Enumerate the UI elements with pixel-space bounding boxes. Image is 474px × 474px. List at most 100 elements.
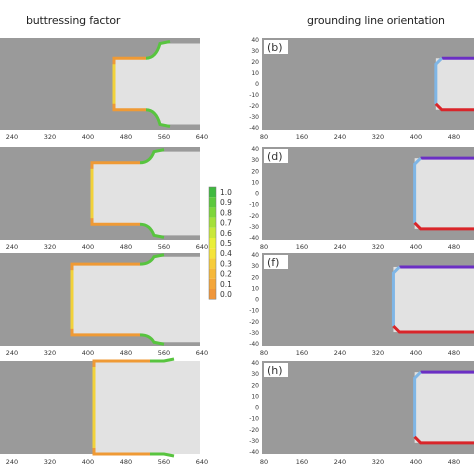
panel-b-ytick: 30: [251, 48, 259, 55]
panel-f-xtick: 320: [372, 349, 384, 357]
colorbar-label: 0.6: [220, 229, 232, 238]
panel-c-xtick: 640: [196, 243, 208, 251]
panel-b-xtick: 320: [372, 133, 384, 141]
panel-d-xtick: 80: [260, 243, 268, 251]
panel-d-ytick: -20: [249, 213, 259, 220]
panel-f-ytick: 0: [255, 297, 259, 304]
panel-c-upper-tip: [139, 148, 165, 165]
panel-h-ytick: 0: [255, 405, 259, 412]
panel-e-lower-tip: [139, 333, 165, 346]
panel-f-ytick: -20: [249, 319, 259, 326]
panel-a-xtick: 320: [44, 133, 56, 141]
panel-b-label-box: [264, 40, 288, 54]
panel-h-label: (h): [267, 364, 283, 377]
panel-f-ytick: 30: [251, 263, 259, 270]
colorbar-segment: [209, 289, 216, 300]
panel-b-ytick: -30: [249, 114, 259, 121]
panel-g-xtick: 240: [6, 458, 18, 466]
colorbar-segment: [209, 207, 216, 218]
panel-h-ytick: -10: [249, 416, 259, 423]
panel-g-xtick: 400: [82, 458, 94, 466]
panel-h-front-edge: [413, 371, 422, 437]
panel-b-ytick: 40: [251, 37, 259, 44]
panel-b-xtick: 240: [334, 133, 346, 141]
colorbar-segment: [209, 227, 216, 238]
panel-d-xtick: 160: [296, 243, 308, 251]
panel-e-upper-tip: [139, 253, 165, 266]
panel-b-bottom-edge: [434, 102, 474, 112]
panel-h-ytick: -30: [249, 438, 259, 445]
panel-d-ytick: -10: [249, 202, 259, 209]
panel-d-label: (d): [267, 150, 283, 163]
colorbar-segment: [209, 217, 216, 228]
panel-a-xtick: 640: [196, 133, 208, 141]
panel-a-upper-tip: [145, 40, 171, 60]
panel-h-xtick: 400: [410, 458, 422, 466]
panel-h-ytick: -40: [249, 449, 259, 456]
panel-h-ytick: 10: [251, 393, 259, 400]
colorbar-segment: [209, 278, 216, 289]
panel-f-label-box: [264, 255, 288, 269]
panel-d-xtick: 320: [372, 243, 384, 251]
panel-b-xtick: 80: [260, 133, 268, 141]
panel-c-xtick: 480: [120, 243, 132, 251]
panel-e-xtick: 640: [196, 349, 208, 357]
panel-a-xtick: 240: [6, 133, 18, 141]
panel-h-label-box: [264, 363, 288, 377]
colorbar-outline: [208, 186, 217, 300]
panel-d-ytick: 40: [251, 146, 259, 153]
colorbar-segment: [209, 197, 216, 208]
panel-f-xtick: 400: [410, 349, 422, 357]
panel-b-ice-shelf: [435, 58, 474, 110]
panel-e-xtick: 240: [6, 349, 18, 357]
panel-h-ytick: 30: [251, 371, 259, 378]
colorbar-segment: [209, 258, 216, 269]
panel-b-ytick: 10: [251, 70, 259, 77]
panel-h-ice-shelf: [414, 372, 474, 443]
panel-f-ice-shelf: [393, 266, 474, 333]
panel-f-label: (f): [267, 256, 279, 269]
panel-h-xtick: 480: [448, 458, 460, 466]
panel-e-xtick: 320: [44, 349, 56, 357]
panel-b-xtick: 480: [448, 133, 460, 141]
panel-f-xtick: 240: [334, 349, 346, 357]
panel-h-ytick: 20: [251, 382, 259, 389]
colorbar-segment: [209, 268, 216, 279]
panel-f-ytick: -40: [249, 341, 259, 348]
colorbar-label: 0.1: [220, 280, 232, 289]
panel-f-ytick: 20: [251, 274, 259, 281]
panel-c-xtick: 400: [82, 243, 94, 251]
colorbar-label: 0.2: [220, 270, 232, 279]
panel-d-ice-shelf: [414, 158, 474, 229]
panel-d-xtick: 480: [448, 243, 460, 251]
panel-b-ytick: 20: [251, 59, 259, 66]
panel-g-lower-tip: [149, 452, 175, 458]
panel-e-xtick: 400: [82, 349, 94, 357]
panel-h-bottom-edge: [413, 435, 474, 445]
panel-h-ytick: -20: [249, 427, 259, 434]
panel-a-xtick: 560: [158, 133, 170, 141]
panel-h-xtick: 320: [372, 458, 384, 466]
panel-h-xtick: 240: [334, 458, 346, 466]
panel-d-xtick: 400: [410, 243, 422, 251]
panel-f-bottom-edge: [392, 324, 474, 334]
panel-b-ytick: -40: [249, 125, 259, 132]
panel-e-xtick: 480: [120, 349, 132, 357]
panel-d-ytick: 0: [255, 191, 259, 198]
panel-b-ytick: -10: [249, 92, 259, 99]
panel-d-front-edge: [413, 157, 422, 223]
colorbar-label: 0.5: [220, 239, 232, 248]
colorbar-segment: [209, 238, 216, 249]
panel-f-front-edge: [391, 265, 401, 327]
panel-c-ice-shelf: [92, 151, 200, 236]
panel-b-xtick: 160: [296, 133, 308, 141]
panel-b-ytick: 0: [255, 81, 259, 88]
panel-d-ytick: -40: [249, 235, 259, 242]
panel-g-xtick: 320: [44, 458, 56, 466]
panel-f-ytick: -30: [249, 330, 259, 337]
panel-d-xtick: 240: [334, 243, 346, 251]
panel-f-xtick: 160: [296, 349, 308, 357]
panel-a-ice-shelf: [114, 43, 200, 125]
panel-a-lower-tip: [145, 108, 171, 128]
